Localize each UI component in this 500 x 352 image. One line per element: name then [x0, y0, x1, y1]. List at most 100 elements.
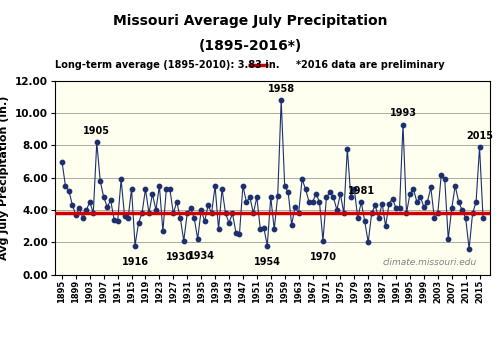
Point	[228, 210, 236, 216]
Point	[96, 178, 104, 184]
Point	[176, 215, 184, 221]
Point	[246, 194, 254, 200]
Point	[406, 191, 414, 197]
Point	[402, 210, 410, 216]
Point	[253, 194, 261, 200]
Point	[173, 199, 181, 205]
Point	[90, 210, 98, 216]
Point	[93, 139, 101, 145]
Point	[444, 236, 452, 242]
Point	[322, 194, 330, 200]
Point	[479, 215, 487, 221]
Point	[148, 191, 156, 197]
Point	[302, 186, 310, 192]
Point	[340, 210, 348, 216]
Point	[106, 197, 114, 203]
Point	[274, 193, 281, 198]
Point	[396, 206, 404, 211]
Point	[239, 183, 247, 189]
Point	[232, 230, 240, 235]
Point	[430, 215, 438, 221]
Text: 1970: 1970	[310, 252, 336, 262]
Point	[117, 177, 125, 182]
Point	[190, 215, 198, 221]
Point	[142, 186, 150, 192]
Point	[360, 219, 368, 224]
Point	[82, 207, 90, 213]
Text: 1930: 1930	[166, 252, 193, 262]
Point	[347, 194, 355, 200]
Point	[270, 227, 278, 232]
Point	[448, 206, 456, 211]
Point	[441, 177, 449, 182]
Point	[222, 210, 230, 216]
Point	[364, 239, 372, 245]
Text: 1905: 1905	[84, 126, 110, 136]
Point	[120, 214, 128, 219]
Point	[180, 238, 188, 244]
Text: 1934: 1934	[188, 251, 216, 260]
Point	[260, 225, 268, 231]
Point	[277, 98, 285, 103]
Point	[454, 199, 462, 205]
Point	[58, 159, 66, 164]
Point	[131, 243, 139, 249]
Text: *2016 data are preliminary: *2016 data are preliminary	[296, 60, 445, 70]
Point	[371, 202, 379, 208]
Text: Missouri Average July Precipitation: Missouri Average July Precipitation	[113, 14, 387, 28]
Text: climate.missouri.edu: climate.missouri.edu	[382, 258, 477, 267]
Point	[138, 210, 146, 216]
Point	[62, 183, 70, 189]
Text: (1895-2016*): (1895-2016*)	[198, 39, 302, 53]
Point	[326, 189, 334, 195]
Point	[267, 194, 275, 200]
Point	[110, 217, 118, 222]
Point	[410, 186, 418, 192]
Point	[413, 199, 421, 205]
Point	[472, 199, 480, 205]
Point	[357, 199, 365, 205]
Point	[291, 204, 299, 210]
Point	[305, 199, 313, 205]
Point	[294, 210, 302, 216]
Text: 1958: 1958	[268, 84, 295, 94]
Point	[124, 215, 132, 221]
Point	[114, 219, 122, 224]
Point	[438, 172, 446, 177]
Point	[159, 228, 167, 234]
Point	[100, 194, 108, 200]
Point	[208, 210, 216, 216]
Point	[374, 215, 382, 221]
Text: 1981: 1981	[348, 186, 375, 196]
Point	[197, 207, 205, 213]
Point	[103, 204, 111, 210]
Point	[385, 201, 393, 206]
Point	[308, 199, 316, 205]
Point	[333, 207, 341, 213]
Point	[468, 210, 476, 216]
Text: 1954: 1954	[254, 257, 281, 267]
Point	[465, 246, 473, 252]
Point	[451, 183, 459, 189]
Point	[336, 191, 344, 197]
Point	[186, 206, 194, 211]
Point	[72, 212, 80, 218]
Y-axis label: Avg July Precipitation (in.): Avg July Precipitation (in.)	[0, 96, 10, 260]
Point	[236, 231, 244, 237]
Point	[128, 186, 136, 192]
Point	[162, 186, 170, 192]
Point	[200, 219, 208, 224]
Point	[280, 183, 288, 189]
Point	[225, 220, 233, 226]
Point	[214, 227, 222, 232]
Point	[316, 199, 324, 205]
Point	[312, 191, 320, 197]
Point	[145, 210, 153, 216]
Point	[68, 202, 76, 208]
Point	[194, 236, 202, 242]
Point	[382, 223, 390, 229]
Point	[458, 207, 466, 213]
Point	[156, 183, 164, 189]
Point	[204, 202, 212, 208]
Point	[256, 227, 264, 232]
